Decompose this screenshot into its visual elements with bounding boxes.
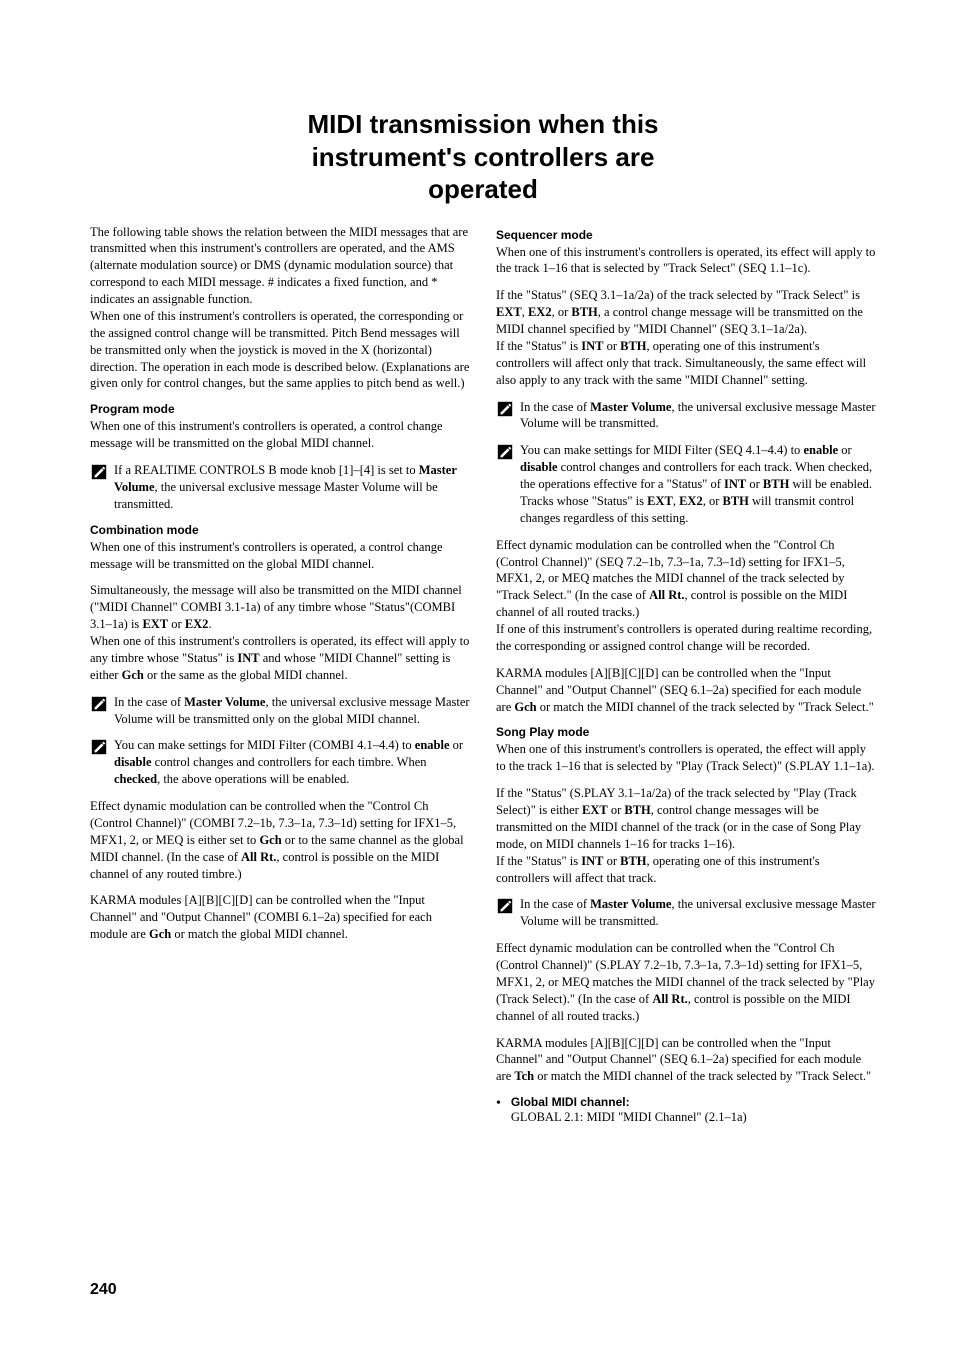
song-body-4: KARMA modules [A][B][C][D] can be contro… <box>496 1035 876 1086</box>
combi-note-1-text: In the case of Master Volume, the univer… <box>114 694 470 728</box>
program-note: If a REALTIME CONTROLS B mode knob [1]–[… <box>90 462 470 513</box>
song-body-3: Effect dynamic modulation can be control… <box>496 940 876 1024</box>
combi-body-2: Simultaneously, the message will also be… <box>90 582 470 683</box>
pencil-icon <box>496 897 514 915</box>
intro-text: The following table shows the relation b… <box>90 224 470 393</box>
global-midi-bullet: • Global MIDI channel: GLOBAL 2.1: MIDI … <box>496 1095 876 1126</box>
seq-note-2: You can make settings for MIDI Filter (S… <box>496 442 876 526</box>
seq-note-1-text: In the case of Master Volume, the univer… <box>520 399 876 433</box>
pencil-icon <box>496 400 514 418</box>
pencil-icon <box>90 738 108 756</box>
combi-note-2-text: You can make settings for MIDI Filter (C… <box>114 737 470 788</box>
page-number: 240 <box>90 1281 117 1299</box>
combi-note-1: In the case of Master Volume, the univer… <box>90 694 470 728</box>
combination-mode-heading: Combination mode <box>90 523 470 537</box>
program-mode-heading: Program mode <box>90 402 470 416</box>
pencil-icon <box>496 443 514 461</box>
seq-body-3: Effect dynamic modulation can be control… <box>496 537 876 655</box>
two-column-layout: The following table shows the relation b… <box>90 224 876 1127</box>
bullet-body: GLOBAL 2.1: MIDI "MIDI Channel" (2.1–1a) <box>511 1109 747 1126</box>
combi-body-4: KARMA modules [A][B][C][D] can be contro… <box>90 892 470 943</box>
program-mode-body: When one of this instrument's controller… <box>90 418 470 452</box>
pencil-icon <box>90 695 108 713</box>
page-title: MIDI transmission when this instrument's… <box>293 108 673 206</box>
sequencer-mode-heading: Sequencer mode <box>496 228 876 242</box>
combi-note-2: You can make settings for MIDI Filter (C… <box>90 737 470 788</box>
seq-body-2: If the "Status" (SEQ 3.1–1a/2a) of the t… <box>496 287 876 388</box>
seq-body-1: When one of this instrument's controller… <box>496 244 876 278</box>
right-column: Sequencer mode When one of this instrume… <box>496 224 876 1127</box>
left-column: The following table shows the relation b… <box>90 224 470 1127</box>
program-note-text: If a REALTIME CONTROLS B mode knob [1]–[… <box>114 462 470 513</box>
bullet-dot: • <box>496 1097 501 1111</box>
song-body-2: If the "Status" (S.PLAY 3.1–1a/2a) of th… <box>496 785 876 886</box>
song-body-1: When one of this instrument's controller… <box>496 741 876 775</box>
song-note-1-text: In the case of Master Volume, the univer… <box>520 896 876 930</box>
bullet-heading: Global MIDI channel: <box>511 1095 747 1109</box>
combi-body-3: Effect dynamic modulation can be control… <box>90 798 470 882</box>
song-note-1: In the case of Master Volume, the univer… <box>496 896 876 930</box>
seq-note-2-text: You can make settings for MIDI Filter (S… <box>520 442 876 526</box>
song-play-mode-heading: Song Play mode <box>496 725 876 739</box>
seq-body-4: KARMA modules [A][B][C][D] can be contro… <box>496 665 876 716</box>
seq-note-1: In the case of Master Volume, the univer… <box>496 399 876 433</box>
combi-body-1: When one of this instrument's controller… <box>90 539 470 573</box>
pencil-icon <box>90 463 108 481</box>
